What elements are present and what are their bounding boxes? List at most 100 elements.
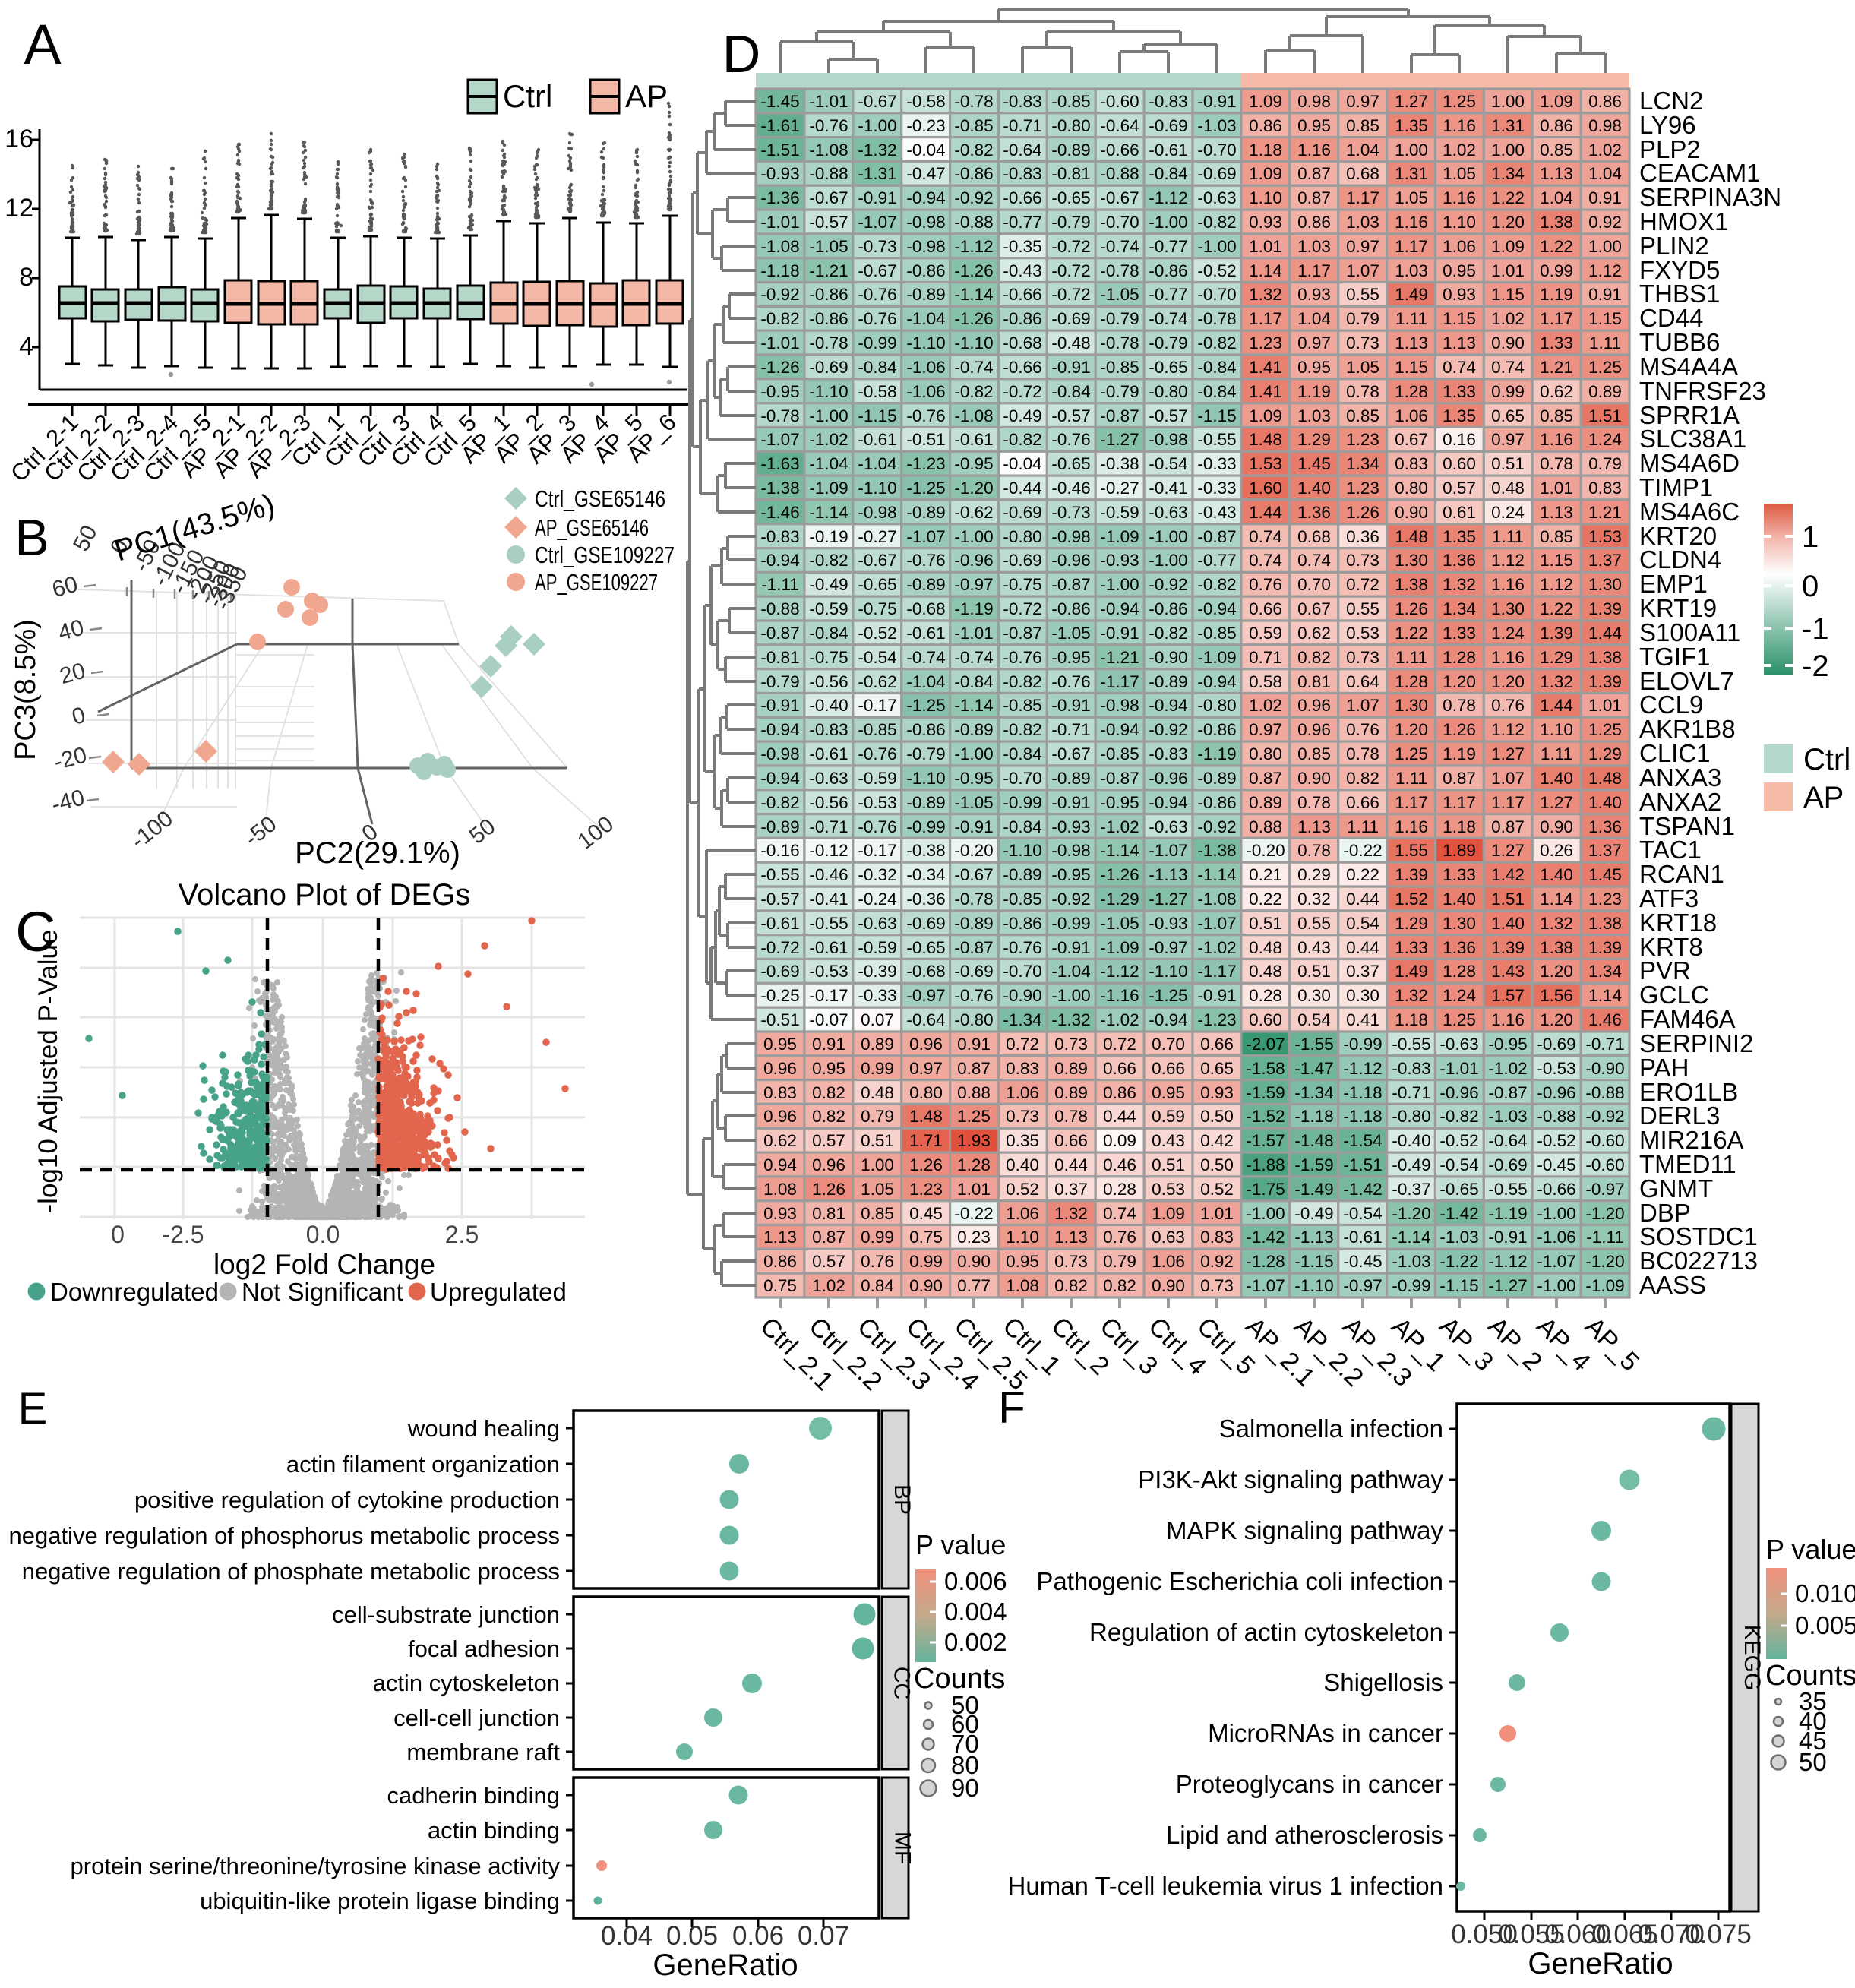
svg-text:0.82: 0.82 — [812, 1083, 845, 1102]
svg-text:1.42: 1.42 — [1491, 865, 1525, 884]
svg-text:1.06: 1.06 — [1152, 1252, 1185, 1271]
svg-text:0.91: 0.91 — [812, 1035, 845, 1054]
svg-text:Lipid and atherosclerosis: Lipid and atherosclerosis — [1166, 1821, 1443, 1849]
svg-text:-0.69: -0.69 — [1488, 1155, 1527, 1174]
svg-text:1.17: 1.17 — [1491, 793, 1525, 812]
svg-text:0.37: 0.37 — [1054, 1180, 1088, 1199]
svg-text:0.98: 0.98 — [1297, 92, 1331, 111]
svg-text:-0.84: -0.84 — [1003, 817, 1041, 836]
svg-text:0.35: 0.35 — [1006, 1131, 1039, 1150]
svg-text:-0.85: -0.85 — [954, 116, 993, 135]
svg-text:-0.89: -0.89 — [1003, 865, 1041, 884]
svg-text:-1.14: -1.14 — [1100, 841, 1139, 860]
svg-text:0.67: 0.67 — [1395, 430, 1428, 449]
svg-text:-0.69: -0.69 — [1537, 1035, 1575, 1054]
svg-text:0.99: 0.99 — [861, 1059, 894, 1078]
svg-text:1.11: 1.11 — [1395, 769, 1427, 788]
svg-text:-0.79: -0.79 — [1149, 333, 1187, 352]
svg-text:0.97: 0.97 — [1491, 430, 1525, 449]
svg-text:Ctrl_GSE65146: Ctrl_GSE65146 — [535, 485, 665, 512]
svg-text:-0.59: -0.59 — [858, 769, 896, 788]
svg-text:-0.86: -0.86 — [1149, 599, 1187, 618]
svg-text:-1.26: -1.26 — [1100, 865, 1139, 884]
svg-text:-0.86: -0.86 — [906, 261, 945, 280]
svg-text:cadherin binding: cadherin binding — [387, 1782, 560, 1809]
svg-text:-1.06: -1.06 — [1537, 1228, 1575, 1247]
svg-text:-1.19: -1.19 — [1488, 1204, 1527, 1223]
svg-text:-0.84: -0.84 — [1149, 164, 1187, 183]
svg-text:-0.53: -0.53 — [1537, 1059, 1575, 1078]
svg-text:-0.61: -0.61 — [1149, 141, 1187, 160]
svg-text:-0.76: -0.76 — [858, 309, 896, 328]
svg-text:1.17: 1.17 — [1395, 793, 1428, 812]
svg-text:-0.33: -0.33 — [1197, 454, 1236, 473]
svg-text:-0.61: -0.61 — [954, 430, 993, 449]
svg-text:1.01: 1.01 — [1200, 1204, 1234, 1223]
svg-text:-0.69: -0.69 — [954, 962, 993, 981]
svg-text:50: 50 — [1799, 1748, 1827, 1776]
svg-text:-1.01: -1.01 — [954, 624, 993, 643]
svg-text:-0.54: -0.54 — [858, 648, 896, 667]
svg-text:0.76: 0.76 — [1103, 1228, 1136, 1247]
svg-text:-0.98: -0.98 — [858, 503, 896, 522]
svg-text:-0.46: -0.46 — [809, 865, 848, 884]
svg-text:1.03: 1.03 — [1297, 237, 1331, 256]
svg-text:0.95: 0.95 — [812, 1059, 845, 1078]
svg-text:-0.86: -0.86 — [954, 164, 993, 183]
svg-text:0.74: 0.74 — [1491, 358, 1525, 377]
svg-text:-1.51: -1.51 — [760, 141, 799, 160]
svg-text:-0.89: -0.89 — [760, 817, 799, 836]
svg-text:-0.83: -0.83 — [1392, 1059, 1430, 1078]
svg-text:-0.65: -0.65 — [1149, 358, 1187, 377]
svg-text:1.27: 1.27 — [1491, 744, 1525, 763]
svg-text:1.10: 1.10 — [1006, 1228, 1039, 1247]
svg-text:0.96: 0.96 — [812, 1155, 845, 1174]
svg-text:0.79: 0.79 — [1588, 454, 1622, 473]
svg-text:-0.85: -0.85 — [1197, 624, 1236, 643]
svg-text:-0.84: -0.84 — [1003, 744, 1041, 763]
svg-text:1.45: 1.45 — [1588, 865, 1622, 884]
svg-text:-0.97: -0.97 — [1343, 1276, 1382, 1295]
svg-text:1.19: 1.19 — [1443, 744, 1476, 763]
svg-text:0.51: 0.51 — [1152, 1155, 1185, 1174]
svg-text:1.30: 1.30 — [1491, 599, 1525, 618]
svg-text:-1.23: -1.23 — [906, 454, 945, 473]
svg-text:Counts: Counts — [914, 1663, 1005, 1695]
svg-text:1.27: 1.27 — [1395, 92, 1428, 111]
svg-text:-0.24: -0.24 — [858, 890, 896, 909]
svg-text:1.44: 1.44 — [1540, 696, 1573, 715]
svg-text:-1.18: -1.18 — [1294, 1107, 1333, 1126]
svg-text:-1.15: -1.15 — [1294, 1252, 1333, 1271]
svg-text:-0.76: -0.76 — [858, 744, 896, 763]
svg-text:-0.51: -0.51 — [760, 1010, 799, 1029]
svg-text:-1.27: -1.27 — [1100, 430, 1139, 449]
svg-text:-1.14: -1.14 — [809, 503, 848, 522]
svg-text:0.57: 0.57 — [1443, 479, 1476, 498]
svg-text:-0.89: -0.89 — [1051, 769, 1090, 788]
svg-text:1.29: 1.29 — [1588, 744, 1622, 763]
svg-text:1.16: 1.16 — [1395, 817, 1428, 836]
svg-text:-0.82: -0.82 — [1003, 430, 1041, 449]
svg-text:0.85: 0.85 — [1540, 527, 1573, 546]
svg-text:-0.65: -0.65 — [858, 575, 896, 594]
svg-text:0.51: 0.51 — [1491, 454, 1525, 473]
svg-text:0.46: 0.46 — [1103, 1155, 1136, 1174]
svg-text:-1.00: -1.00 — [1149, 527, 1187, 546]
svg-text:0.90: 0.90 — [1152, 1276, 1185, 1295]
svg-text:1.32: 1.32 — [1540, 672, 1573, 691]
svg-text:-1.03: -1.03 — [1197, 116, 1236, 135]
svg-text:-0.17: -0.17 — [858, 696, 896, 715]
svg-text:-1.13: -1.13 — [1294, 1228, 1333, 1247]
svg-text:-0.83: -0.83 — [809, 720, 848, 739]
svg-text:0.53: 0.53 — [1152, 1180, 1185, 1199]
svg-text:-1.03: -1.03 — [1439, 1228, 1478, 1247]
svg-text:0.97: 0.97 — [1297, 333, 1331, 352]
svg-text:-0.72: -0.72 — [1003, 599, 1041, 618]
svg-text:-0.99: -0.99 — [1003, 793, 1041, 812]
svg-text:-0.88: -0.88 — [1537, 1107, 1575, 1126]
svg-text:-0.38: -0.38 — [906, 841, 945, 860]
svg-text:1.25: 1.25 — [1395, 744, 1428, 763]
svg-text:1.30: 1.30 — [1395, 696, 1428, 715]
svg-text:-0.77: -0.77 — [1149, 237, 1187, 256]
svg-text:-1.11: -1.11 — [1586, 1228, 1624, 1247]
